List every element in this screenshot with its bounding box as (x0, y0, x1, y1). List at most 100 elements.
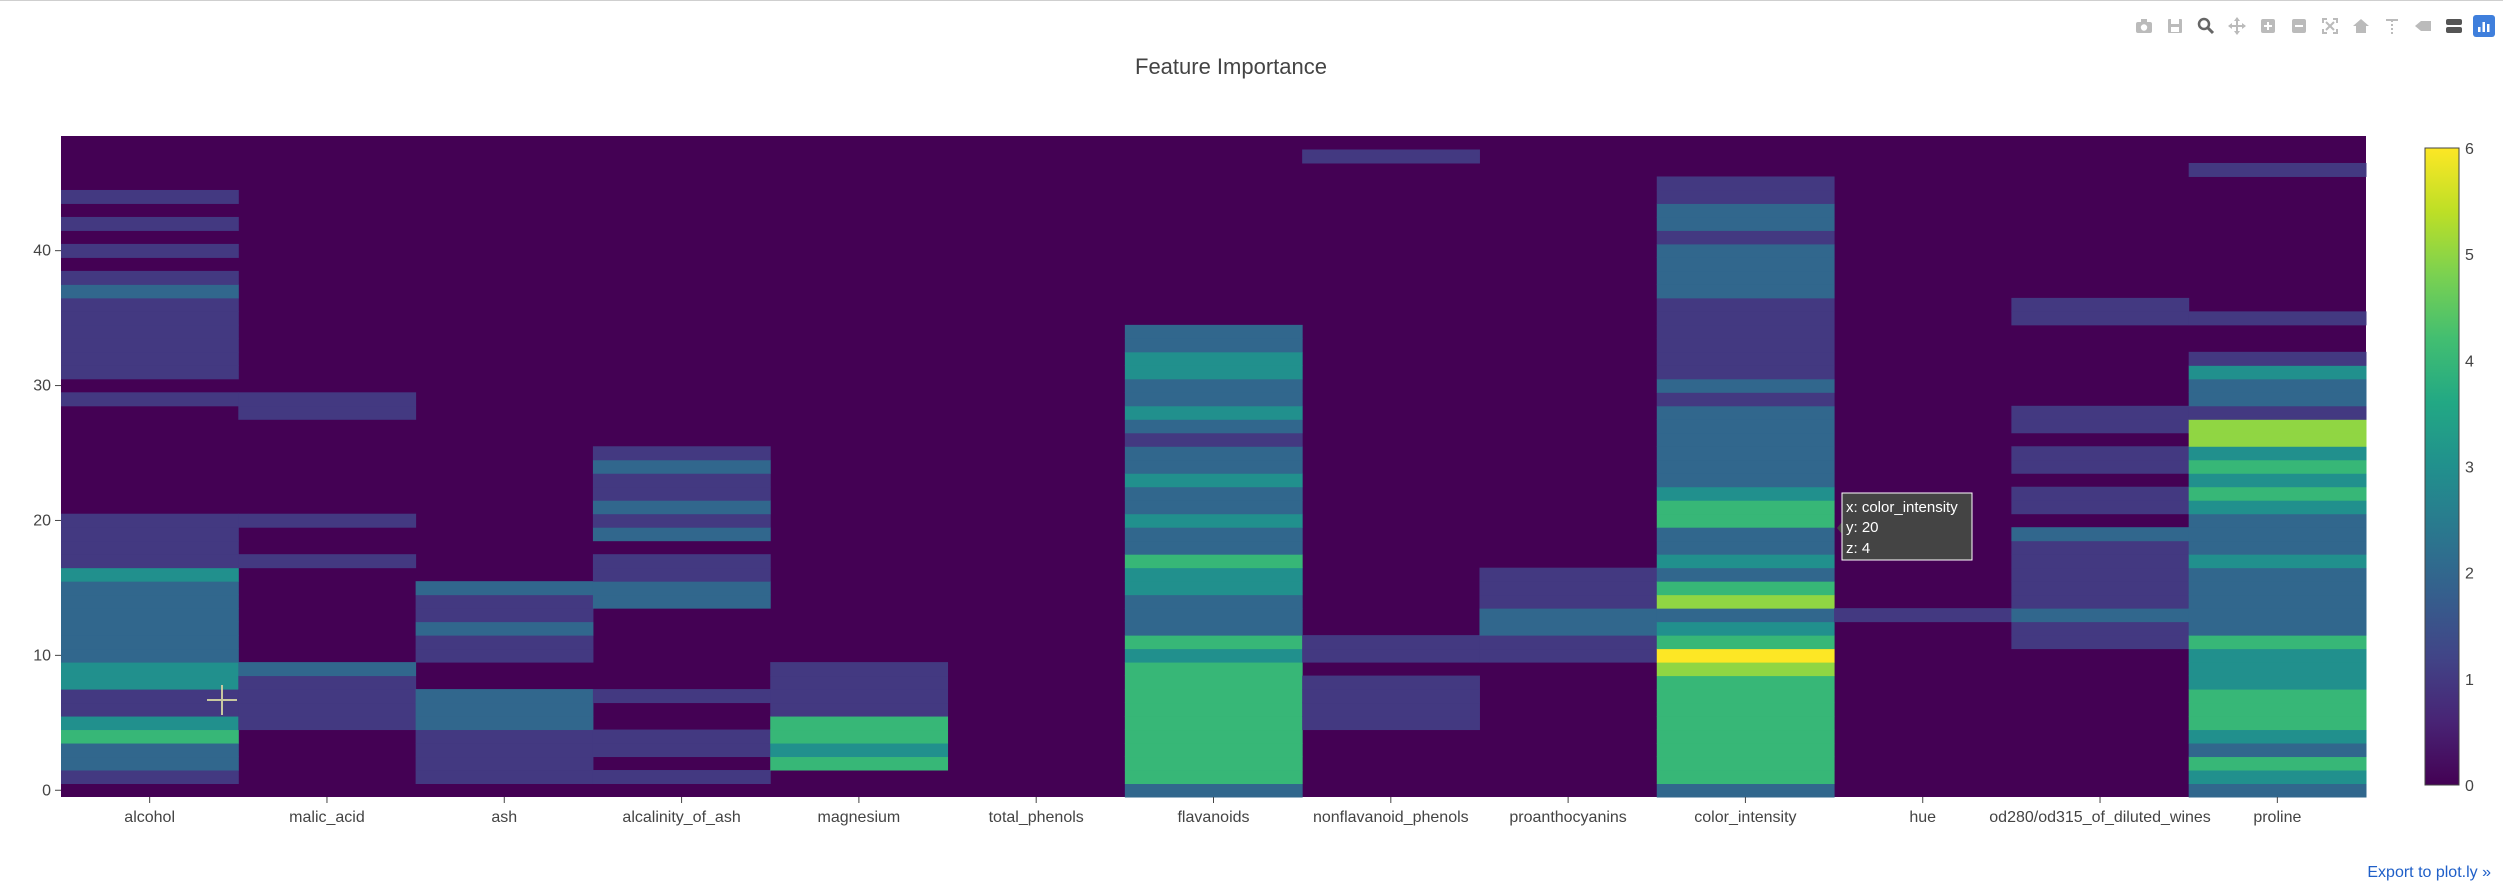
heatmap-cell[interactable] (1124, 473, 1303, 488)
heatmap-cell[interactable] (238, 675, 417, 690)
heatmap-cell[interactable] (415, 594, 594, 609)
heatmap-cell[interactable] (2188, 432, 2367, 447)
heatmap-cell[interactable] (61, 702, 239, 717)
heatmap-cell[interactable] (61, 770, 239, 785)
heatmap-cell[interactable] (2011, 567, 2190, 582)
heatmap-cell[interactable] (770, 716, 949, 731)
heatmap-cell[interactable] (592, 729, 771, 744)
heatmap-cell[interactable] (592, 500, 771, 515)
heatmap-cell[interactable] (1656, 297, 1835, 312)
heatmap-cell[interactable] (415, 743, 594, 758)
heatmap-cell[interactable] (61, 716, 239, 731)
heatmap-cell[interactable] (2188, 621, 2367, 636)
heatmap-cell[interactable] (1124, 743, 1303, 758)
heatmap-cell[interactable] (1656, 270, 1835, 285)
heatmap-cell[interactable] (61, 648, 239, 663)
heatmap-cell[interactable] (415, 756, 594, 771)
heatmap-cell[interactable] (1656, 405, 1835, 420)
hover-closest-icon[interactable] (2411, 14, 2435, 38)
heatmap-cell[interactable] (61, 540, 239, 555)
heatmap-cell[interactable] (1656, 432, 1835, 447)
heatmap-cell[interactable] (1656, 203, 1835, 218)
heatmap-cell[interactable] (415, 716, 594, 731)
heatmap-cell[interactable] (2188, 716, 2367, 731)
heatmap-cell[interactable] (2188, 608, 2367, 623)
heatmap-cell[interactable] (415, 689, 594, 704)
heatmap-cell[interactable] (1124, 594, 1303, 609)
heatmap-cell[interactable] (770, 756, 949, 771)
heatmap-cell[interactable] (1124, 689, 1303, 704)
heatmap-cell[interactable] (1656, 743, 1835, 758)
heatmap-cell[interactable] (1479, 608, 1658, 623)
heatmap-cell[interactable] (1124, 675, 1303, 690)
heatmap-cell[interactable] (2011, 554, 2190, 569)
heatmap-cell[interactable] (1656, 473, 1835, 488)
heatmap-cell[interactable] (2011, 540, 2190, 555)
zoom-in-icon[interactable] (2256, 14, 2280, 38)
heatmap-cell[interactable] (1124, 540, 1303, 555)
heatmap-cell[interactable] (1302, 675, 1480, 690)
heatmap-cell[interactable] (1656, 243, 1835, 258)
heatmap-cell[interactable] (61, 608, 239, 623)
heatmap-cell[interactable] (1124, 378, 1303, 393)
heatmap-cell[interactable] (2188, 594, 2367, 609)
heatmap-cell[interactable] (2011, 297, 2190, 312)
heatmap-cell[interactable] (238, 405, 417, 420)
heatmap-cell[interactable] (1124, 486, 1303, 501)
heatmap-cell[interactable] (1656, 284, 1835, 299)
heatmap-cell[interactable] (1656, 392, 1835, 407)
heatmap-cell[interactable] (2011, 635, 2190, 650)
heatmap-cell[interactable] (770, 702, 949, 717)
reset-axes-icon[interactable] (2349, 14, 2373, 38)
heatmap-cell[interactable] (1656, 581, 1835, 596)
heatmap-cell[interactable] (1124, 351, 1303, 366)
heatmap-cell[interactable] (415, 608, 594, 623)
heatmap-cell[interactable] (1124, 500, 1303, 515)
heatmap-cell[interactable] (2188, 473, 2367, 488)
heatmap-cell[interactable] (1656, 459, 1835, 474)
heatmap-cell[interactable] (238, 513, 417, 528)
heatmap-cell[interactable] (1656, 378, 1835, 393)
heatmap-cell[interactable] (1656, 419, 1835, 434)
heatmap-cell[interactable] (592, 459, 771, 474)
heatmap-cells[interactable] (61, 136, 2367, 798)
heatmap-cell[interactable] (2011, 594, 2190, 609)
heatmap-cell[interactable] (2188, 405, 2367, 420)
heatmap-cell[interactable] (1124, 446, 1303, 461)
heatmap-cell[interactable] (1656, 311, 1835, 326)
heatmap-cell[interactable] (61, 297, 239, 312)
heatmap-cell[interactable] (1124, 567, 1303, 582)
heatmap-cell[interactable] (1124, 581, 1303, 596)
heatmap-cell[interactable] (1124, 635, 1303, 650)
heatmap-cell[interactable] (1124, 392, 1303, 407)
heatmap-cell[interactable] (2188, 486, 2367, 501)
heatmap-cell[interactable] (61, 324, 239, 339)
heatmap-cell[interactable] (1124, 729, 1303, 744)
heatmap-cell[interactable] (2188, 365, 2367, 380)
heatmap-cell[interactable] (2188, 540, 2367, 555)
heatmap-cell[interactable] (1656, 554, 1835, 569)
heatmap-cell[interactable] (770, 689, 949, 704)
heatmap-cell[interactable] (238, 716, 417, 731)
heatmap-cell[interactable] (1656, 365, 1835, 380)
heatmap-cell[interactable] (2188, 351, 2367, 366)
heatmap-cell[interactable] (61, 351, 239, 366)
heatmap-cell[interactable] (1656, 446, 1835, 461)
heatmap-cell[interactable] (2011, 581, 2190, 596)
heatmap-cell[interactable] (1479, 594, 1658, 609)
heatmap-cell[interactable] (2188, 743, 2367, 758)
pan-icon[interactable] (2225, 14, 2249, 38)
heatmap-cell[interactable] (61, 365, 239, 380)
heatmap-cell[interactable] (1656, 351, 1835, 366)
heatmap-cell[interactable] (1124, 756, 1303, 771)
heatmap-cell[interactable] (2188, 392, 2367, 407)
heatmap-cell[interactable] (1656, 513, 1835, 528)
heatmap-cell[interactable] (1124, 608, 1303, 623)
heatmap-cell[interactable] (61, 729, 239, 744)
heatmap-cell[interactable] (1656, 716, 1835, 731)
heatmap-cell[interactable] (1656, 500, 1835, 515)
heatmap-cell[interactable] (61, 743, 239, 758)
heatmap-cell[interactable] (61, 243, 239, 258)
heatmap-cell[interactable] (1656, 689, 1835, 704)
